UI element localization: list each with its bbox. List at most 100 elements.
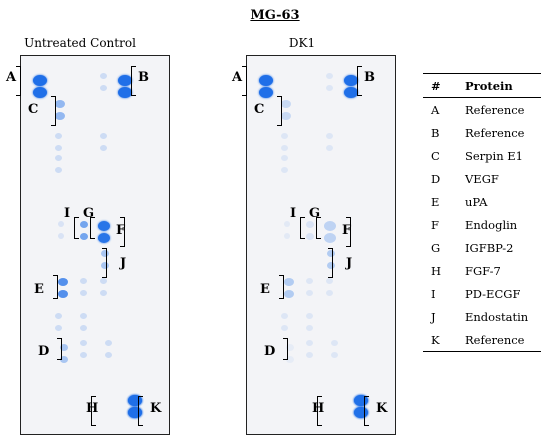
legend-code: J [431, 309, 436, 324]
spot-label-d: D [38, 344, 50, 359]
legend-code: F [431, 217, 439, 232]
array-spot-j [101, 262, 109, 269]
array-spot-faint [100, 290, 107, 296]
legend-code: C [431, 148, 440, 163]
array-spot-faint [55, 313, 62, 319]
array-spot-a [259, 75, 273, 86]
array-spot-faint [326, 290, 333, 296]
spot-label-f: F [116, 223, 126, 238]
array-spot-faint [281, 133, 288, 139]
array-spot-f [98, 233, 110, 243]
spot-bracket [277, 96, 282, 126]
array-spot-k [354, 407, 368, 418]
legend-row: J Endostatin [423, 305, 541, 328]
array-spot-faint [281, 155, 288, 161]
figure-title: MG-63 [250, 8, 300, 23]
legend-protein: Endostatin [465, 309, 529, 324]
array-spot-faint [331, 340, 338, 346]
array-spot-i [284, 233, 290, 239]
spot-label-h: H [312, 401, 325, 416]
legend-code: G [431, 240, 441, 255]
array-spot-faint [281, 313, 288, 319]
array-spot-faint [80, 313, 87, 319]
array-membrane-dk1 [246, 55, 396, 435]
spot-bracket [16, 66, 21, 96]
spot-bracket [102, 248, 107, 278]
array-spot-faint [326, 85, 333, 91]
array-spot-faint [55, 145, 62, 151]
array-spot-faint [326, 133, 333, 139]
legend-header-row: # Protein [423, 73, 541, 98]
legend-code: H [431, 263, 442, 278]
legend-row: I PD-ECGF [423, 282, 541, 305]
array-spot-i [284, 221, 290, 227]
array-spot-f [324, 233, 336, 243]
array-spot-faint [306, 290, 313, 296]
array-spot-k [128, 407, 142, 418]
spot-bracket [90, 217, 95, 239]
spot-label-b: B [138, 70, 149, 85]
array-spot-e [284, 290, 294, 298]
spot-label-a: A [232, 70, 243, 85]
legend-row: H FGF-7 [423, 259, 541, 282]
array-spot-k [128, 395, 142, 406]
array-spot-g [80, 233, 88, 240]
array-spot-d [60, 356, 68, 363]
spot-label-c: C [254, 102, 265, 117]
array-spot-faint [100, 278, 107, 284]
legend-protein: FGF-7 [465, 263, 501, 278]
array-spot-faint [331, 352, 338, 358]
legend-protein: Reference [462, 328, 541, 352]
legend-code: A [431, 102, 440, 117]
array-spot-faint [326, 278, 333, 284]
array-spot-faint [80, 290, 87, 296]
array-spot-faint [80, 325, 87, 331]
spot-bracket [283, 338, 288, 360]
legend-protein: IGFBP-2 [465, 240, 514, 255]
spot-label-c: C [28, 102, 39, 117]
array-spot-faint [100, 133, 107, 139]
legend-protein: Serpin E1 [465, 148, 523, 163]
array-spot-faint [80, 340, 87, 346]
spot-bracket [300, 217, 305, 239]
spot-label-j: J [346, 256, 353, 271]
array-spot-j [327, 250, 335, 257]
legend-code: K [423, 328, 462, 352]
array-spot-b [344, 75, 358, 86]
array-spot-faint [306, 352, 313, 358]
array-spot-faint [281, 145, 288, 151]
array-spot-faint [55, 167, 62, 173]
spot-bracket [242, 66, 247, 96]
legend-header-code: # [423, 73, 462, 98]
legend-protein: PD-ECGF [465, 286, 521, 301]
spot-bracket [57, 338, 62, 360]
legend-protein: Reference [465, 102, 525, 117]
array-spot-i [58, 221, 64, 227]
array-spot-g [80, 221, 88, 228]
array-spot-faint [100, 73, 107, 79]
legend-code: D [431, 171, 441, 186]
spot-label-e: E [260, 282, 270, 297]
legend-code: E [431, 194, 440, 209]
array-spot-a [33, 75, 47, 86]
spot-label-j: J [120, 256, 127, 271]
spot-label-k: K [376, 401, 388, 416]
spot-bracket [91, 396, 96, 426]
panel-title-dk1: DK1 [288, 36, 316, 50]
spot-label-i: I [290, 206, 297, 221]
spot-bracket [328, 248, 333, 278]
array-spot-j [327, 262, 335, 269]
spot-bracket [316, 217, 321, 239]
panel-title-untreated: Untreated Control [24, 36, 136, 50]
array-spot-a [259, 87, 273, 98]
array-spot-b [118, 87, 132, 98]
legend-row: A Reference [423, 98, 541, 122]
spot-bracket [131, 66, 136, 96]
legend-protein: uPA [465, 194, 488, 209]
array-spot-i [58, 233, 64, 239]
legend-protein: VEGF [465, 171, 499, 186]
array-spot-faint [55, 133, 62, 139]
spot-label-k: K [150, 401, 162, 416]
legend-row: F Endoglin [423, 213, 541, 236]
